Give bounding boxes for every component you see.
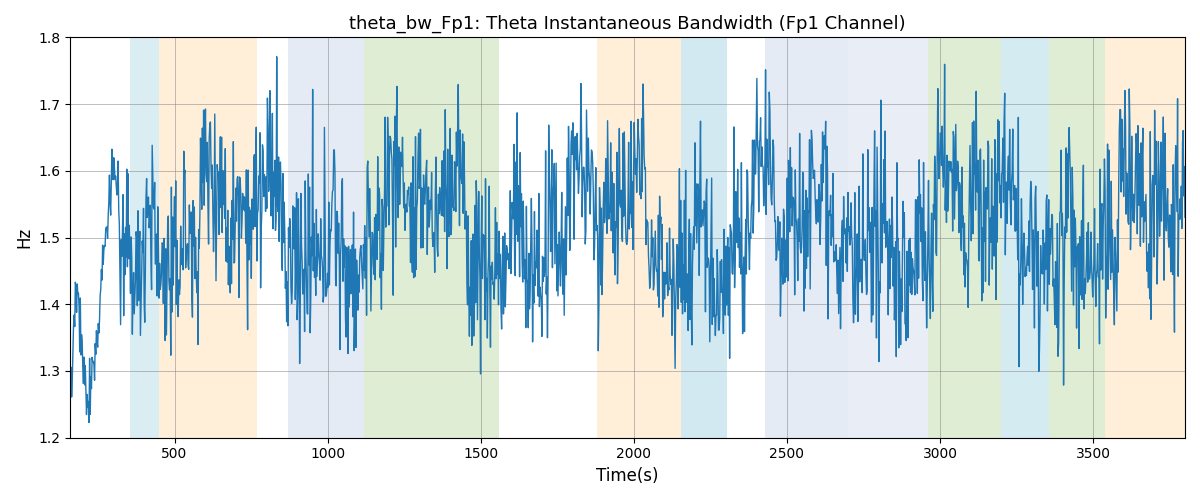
Title: theta_bw_Fp1: Theta Instantaneous Bandwidth (Fp1 Channel): theta_bw_Fp1: Theta Instantaneous Bandwi…: [349, 15, 906, 34]
Y-axis label: Hz: Hz: [14, 227, 32, 248]
Bar: [1049, 38, 1105, 438]
Bar: [928, 38, 1001, 438]
Bar: [288, 38, 365, 438]
Bar: [1105, 38, 1184, 438]
X-axis label: Time(s): Time(s): [596, 467, 659, 485]
Bar: [130, 38, 160, 438]
Bar: [598, 38, 682, 438]
Bar: [160, 38, 257, 438]
Bar: [1001, 38, 1049, 438]
Bar: [365, 38, 499, 438]
Bar: [766, 38, 848, 438]
Bar: [682, 38, 727, 438]
Bar: [848, 38, 928, 438]
